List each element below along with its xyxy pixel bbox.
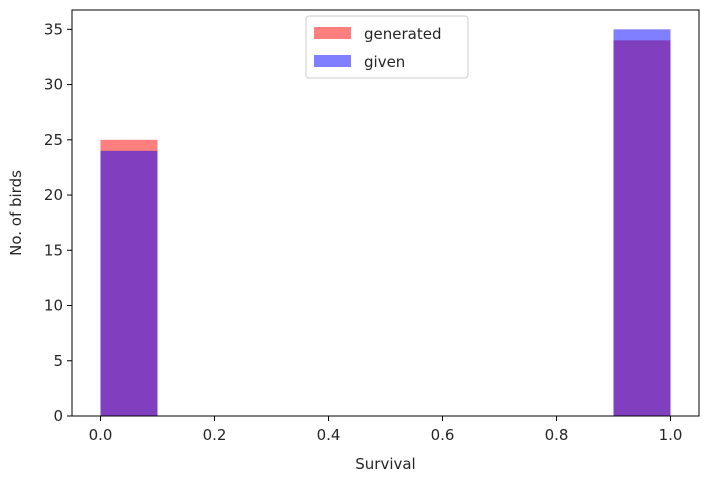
x-axis-label: Survival bbox=[355, 455, 415, 473]
y-tick-label: 5 bbox=[53, 352, 63, 370]
y-tick-label: 35 bbox=[44, 20, 63, 38]
plot-frame bbox=[71, 9, 700, 417]
bar-given-1 bbox=[613, 29, 671, 416]
bar-given-0 bbox=[100, 150, 158, 416]
y-axis-ticks: 0 5 10 15 20 25 30 35 bbox=[44, 20, 72, 425]
x-tick-label: 0.6 bbox=[431, 426, 455, 444]
y-tick-label: 20 bbox=[44, 186, 63, 204]
legend-label-given: given bbox=[364, 53, 405, 71]
y-axis-label: No. of birds bbox=[7, 170, 25, 256]
legend: generated given bbox=[305, 15, 469, 79]
x-tick-label: 0.2 bbox=[203, 426, 227, 444]
y-tick-label: 15 bbox=[44, 241, 63, 259]
y-tick-label: 10 bbox=[44, 297, 63, 315]
x-tick-label: 0.4 bbox=[317, 426, 341, 444]
y-tick-label: 0 bbox=[53, 407, 63, 425]
y-tick-label: 25 bbox=[44, 131, 63, 149]
bars-layer bbox=[100, 29, 671, 417]
x-tick-label: 0.8 bbox=[545, 426, 569, 444]
x-axis-ticks: 0.0 0.2 0.4 0.6 0.8 1.0 bbox=[89, 416, 683, 444]
x-tick-label: 0.0 bbox=[89, 426, 113, 444]
y-tick-label: 30 bbox=[44, 76, 63, 94]
legend-swatch-given bbox=[314, 55, 351, 67]
x-tick-label: 1.0 bbox=[659, 426, 683, 444]
legend-label-generated: generated bbox=[364, 25, 441, 43]
legend-swatch-generated bbox=[314, 27, 351, 39]
